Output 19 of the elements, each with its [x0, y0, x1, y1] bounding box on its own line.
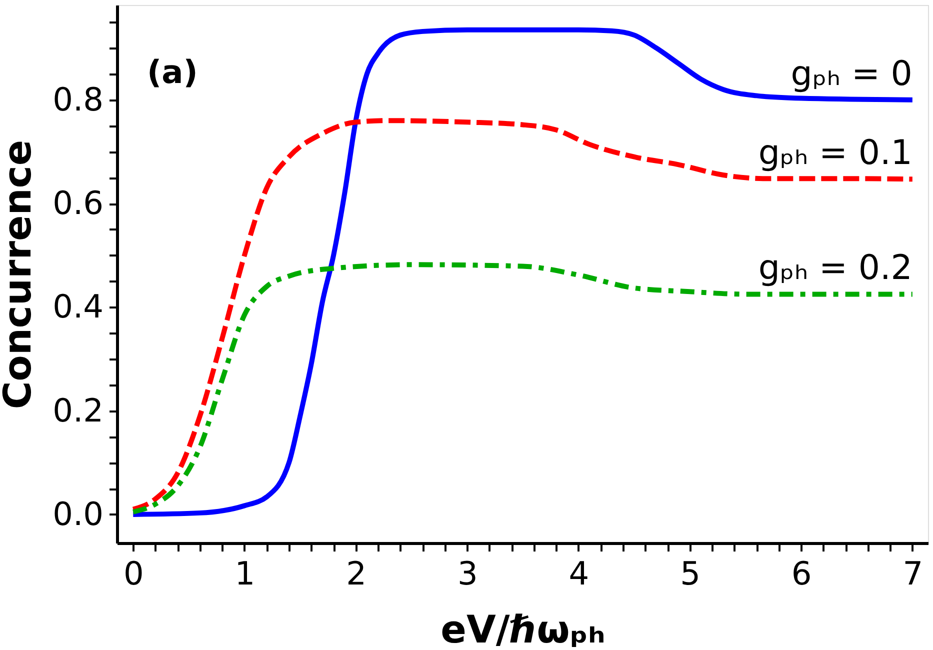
x-tick-label: 1 [234, 554, 256, 592]
y-tick-label: 0.8 [52, 80, 104, 118]
series-label: gₚₕ = 0.2 [758, 248, 912, 288]
x-tick-label: 0 [123, 554, 144, 592]
x-tick-label: 4 [568, 554, 590, 592]
y-tick-label: 0.0 [52, 494, 104, 533]
annotation: (a) [147, 53, 198, 91]
series-label: gₚₕ = 0 [790, 54, 912, 94]
x-axis-title: eV/ℏωₚₕ [440, 608, 606, 650]
y-tick-label: 0.4 [52, 288, 104, 326]
x-tick-label: 5 [680, 554, 700, 592]
x-tick-label: 6 [791, 554, 812, 592]
x-tick-label: 3 [457, 554, 478, 592]
x-tick-label: 7 [902, 554, 924, 592]
y-tick-label: 0.2 [52, 391, 104, 430]
y-tick-label: 0.6 [52, 184, 104, 222]
y-axis-title: Concurrence [0, 140, 40, 410]
series-label: gₚₕ = 0.1 [758, 133, 912, 174]
x-tick-label: 2 [346, 554, 366, 592]
